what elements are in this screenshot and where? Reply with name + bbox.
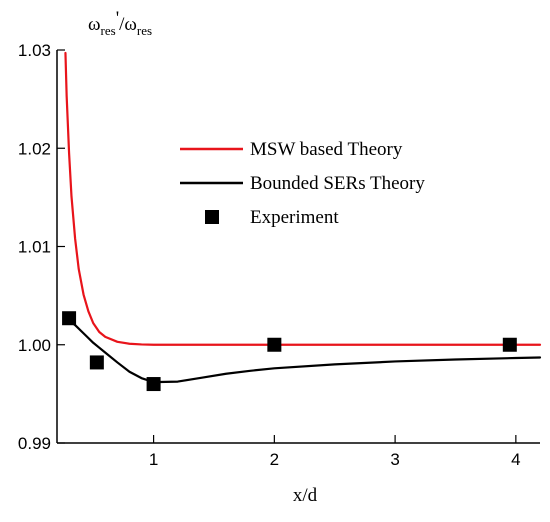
experiment-point: [267, 337, 282, 352]
x-tick-label: 2: [270, 450, 279, 469]
y-axis-title: ωres'/ωres: [88, 8, 152, 38]
x-tick-label: 4: [511, 450, 520, 469]
x-tick-label: 1: [149, 450, 158, 469]
y-tick-label: 1.02: [18, 139, 51, 158]
markers: [62, 311, 517, 392]
axes: [56, 50, 540, 444]
x-tick-label: 3: [390, 450, 399, 469]
legend: MSW based Theory Bounded SERs Theory Exper…: [180, 139, 425, 228]
ticks: 0.99 1.00 1.01 1.02 1.03 1 2 3 4: [18, 41, 521, 469]
legend-swatch: [205, 210, 219, 224]
legend-label: Experiment: [250, 207, 339, 228]
y-tick-label: 1.03: [18, 41, 51, 60]
y-tick-label: 1.01: [18, 238, 51, 257]
experiment-point: [89, 355, 104, 370]
experiment-point: [502, 337, 517, 352]
experiment-point: [146, 377, 161, 392]
y-tick-label: 0.99: [18, 434, 51, 453]
legend-label: MSW based Theory: [250, 139, 403, 160]
series-line-1: [64, 317, 542, 384]
experiment-point: [62, 311, 77, 326]
series-line-0: [64, 51, 542, 346]
y-tick-label: 1.00: [18, 336, 51, 355]
x-axis-title: x/d: [293, 485, 318, 506]
legend-label: Bounded SERs Theory: [250, 173, 425, 194]
